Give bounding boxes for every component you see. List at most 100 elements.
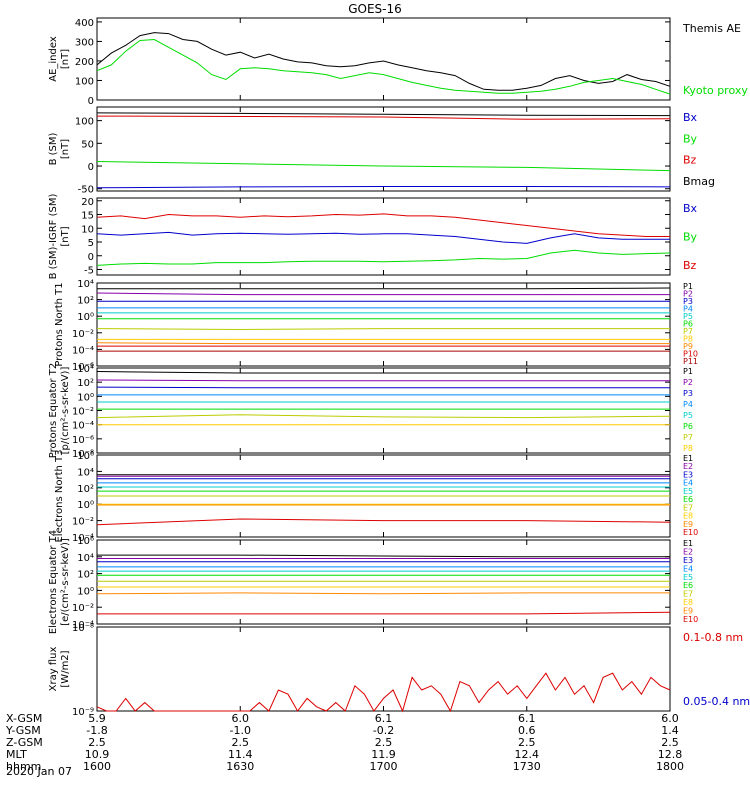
- series-line-p7: [96, 328, 670, 331]
- y-tick-label: 100: [75, 76, 94, 87]
- y-tick-label: 10⁻²: [72, 329, 94, 340]
- y-axis-label: [e/(cm²-s-sr-keV)]: [60, 538, 71, 626]
- time-axis-table: X-GSM 5.9 6.0 6.1 6.1 6.0 Y-GSM -1.8 -1.0 -0.2 0.6…: [5, 712, 684, 773]
- y-tick-label: 10⁻⁸: [72, 623, 94, 634]
- time-row-value: 6.0: [232, 712, 250, 725]
- y-axis-label: AE_index: [48, 36, 59, 82]
- legend-p8: P8: [683, 335, 693, 344]
- legend-p6: P6: [683, 422, 693, 431]
- series-line-e10: [97, 611, 671, 615]
- legend-bx: Bx: [683, 111, 698, 124]
- y-tick-label: 100: [75, 117, 94, 128]
- series-line-p1: [97, 287, 671, 290]
- legend-e4: E4: [683, 479, 693, 488]
- series-line-kyoto-proxy-ae: [96, 38, 671, 95]
- y-axis-label: Electrons Equator T4: [48, 530, 59, 634]
- legend-p2: P2: [683, 290, 693, 299]
- time-row-value: 1700: [370, 760, 398, 773]
- time-row-value: 12.8: [658, 748, 683, 761]
- legend-e10: E10: [683, 615, 698, 624]
- legend-p5: P5: [683, 411, 693, 420]
- legend-kyoto-proxy-ae: Kyoto proxy AE: [683, 84, 750, 97]
- series-line-p2: [96, 292, 670, 296]
- time-row-value: 0.6: [518, 724, 536, 737]
- y-tick-label: -50: [78, 185, 94, 196]
- time-row-value: 11.4: [228, 748, 253, 761]
- legend-0-1-0-8-nm: 0.1-0.8 nm: [683, 631, 743, 644]
- legend-e2: E2: [683, 547, 693, 556]
- legend-e9: E9: [683, 520, 693, 529]
- legend-p6: P6: [683, 320, 693, 329]
- time-row-label: MLT: [6, 748, 27, 761]
- y-tick-label: 10⁻⁶: [72, 435, 94, 446]
- plot-title: GOES-16: [348, 2, 402, 16]
- y-axis-label: [p/(cm²-s-sr-keV)]: [60, 367, 71, 455]
- y-axis-label: Electrons North T3: [54, 449, 65, 542]
- legend-bz: Bz: [683, 154, 697, 167]
- series-line-p3: [96, 386, 670, 389]
- legend-p2: P2: [683, 378, 693, 387]
- legend-p3: P3: [683, 389, 693, 398]
- time-row-value: 2.5: [375, 736, 393, 749]
- y-tick-label: 10⁶: [77, 536, 94, 547]
- time-row-value: 6.1: [518, 712, 536, 725]
- time-row-value: 1800: [656, 760, 684, 773]
- time-row-value: 12.4: [515, 748, 540, 761]
- panel-electrons_t3: 10⁻⁴ 10⁻² 10⁰ 10² 10⁴ 10⁶ Electrons North T3 E1…: [54, 449, 698, 544]
- series-line-p9: [96, 342, 670, 345]
- legend-e7: E7: [683, 503, 693, 512]
- legend-e3: E3: [683, 556, 693, 565]
- panel-xray: 10⁻⁹ 10⁻⁸ Xray flux [W/m2] 0.1-0.8 nm 0.05-0.…: [48, 623, 750, 718]
- y-tick-label: 50: [81, 139, 94, 150]
- date-label: 2020 Jan 07: [6, 765, 72, 778]
- legend-p9: P9: [683, 342, 693, 351]
- y-tick-label: 0: [88, 96, 94, 107]
- legend-p3: P3: [683, 297, 693, 306]
- legend-p7: P7: [683, 327, 693, 336]
- series-line-0-1-0-8-nm: [96, 672, 671, 713]
- time-row-value: 11.9: [371, 748, 396, 761]
- legend-e8: E8: [683, 598, 693, 607]
- legend-p1: P1: [683, 282, 693, 291]
- y-tick-label: 10⁻⁴: [72, 533, 94, 544]
- time-row-label: Z-GSM: [6, 736, 43, 749]
- y-tick-label: 10⁶: [77, 451, 94, 462]
- time-row-label: Y-GSM: [5, 724, 41, 737]
- series-line-p2: [96, 379, 670, 382]
- y-axis-label: Xray flux: [48, 647, 59, 692]
- y-tick-label: 10⁴: [77, 467, 94, 478]
- y-tick-label: 10²: [77, 378, 94, 389]
- y-tick-label: 200: [75, 57, 94, 68]
- time-row-value: -0.2: [373, 724, 394, 737]
- time-row-value: 2.5: [88, 736, 106, 749]
- y-tick-label: 10⁴: [77, 553, 94, 564]
- legend-p10: P10: [683, 350, 698, 359]
- series-line-by: [96, 249, 671, 266]
- legend-e7: E7: [683, 590, 693, 599]
- legend-bz: Bz: [683, 259, 697, 272]
- legend-p4: P4: [683, 305, 693, 314]
- time-row-value: 2.5: [232, 736, 250, 749]
- y-tick-label: 10²: [77, 570, 94, 581]
- legend-p5: P5: [683, 312, 693, 321]
- series-line-e9: [96, 592, 670, 595]
- y-tick-label: 10⁻⁴: [72, 620, 94, 631]
- time-row-label: X-GSM: [6, 712, 42, 725]
- y-axis-label: [nT]: [60, 226, 71, 246]
- y-axis-label: [nT]: [60, 49, 71, 69]
- panel-electrons_t4: 10⁻⁴ 10⁻² 10⁰ 10² 10⁴ 10⁶ Electrons Equator T4…: [48, 530, 698, 634]
- legend-e5: E5: [683, 487, 693, 496]
- panel-frame: [96, 539, 671, 625]
- legend-e10: E10: [683, 528, 698, 537]
- y-tick-label: 20: [81, 197, 94, 208]
- time-row-value: 1600: [83, 760, 111, 773]
- legend-e1: E1: [683, 454, 693, 463]
- legend-0-05-0-4-nm: 0.05-0.4 nm: [683, 695, 750, 708]
- series-line-bz: [96, 115, 671, 120]
- time-row-value: 1630: [226, 760, 254, 773]
- y-tick-label: 10⁻⁴: [72, 345, 94, 356]
- legend-e9: E9: [683, 607, 693, 616]
- series-line-bx: [96, 186, 671, 189]
- panel-b_igrf: -5 0 5 10 15 20 B (SM)-IGRF (SM) [nT] Bx By Bz: [48, 194, 698, 280]
